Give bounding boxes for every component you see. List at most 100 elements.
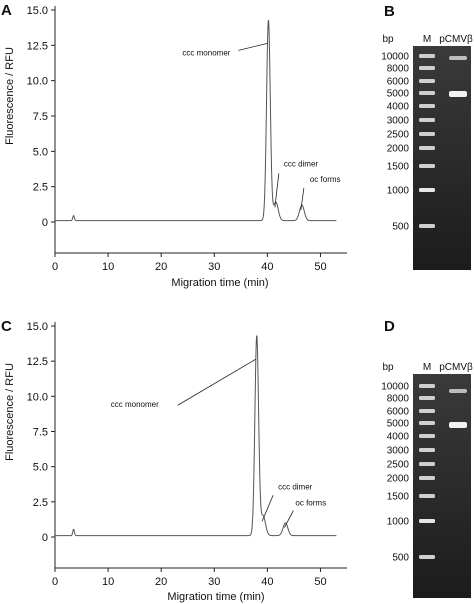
x-tick-label: 50 xyxy=(314,261,326,273)
x-tick-label: 20 xyxy=(155,576,167,588)
x-tick-label: 20 xyxy=(155,261,167,273)
ladder-label: 4000 xyxy=(387,432,410,443)
x-tick-label: 0 xyxy=(52,576,58,588)
annotations-a: ccc monomer ccc dimer oc forms xyxy=(182,42,341,211)
ladder-label: 10000 xyxy=(381,382,409,393)
ladder-band xyxy=(419,118,435,122)
ladder-label: 1500 xyxy=(387,162,410,173)
ladder-label: 5000 xyxy=(387,89,410,100)
ladder-label: 1000 xyxy=(387,517,410,528)
y-tick-label: 15.0 xyxy=(27,321,48,333)
trace-a xyxy=(55,19,337,222)
lane-sample-label-d: pCMVβ xyxy=(439,362,473,373)
ladder-label: 8000 xyxy=(387,394,410,405)
y-tick-label: 7.5 xyxy=(33,111,48,123)
trace-c xyxy=(55,335,337,537)
y-tick-label: 0 xyxy=(42,532,48,544)
gel-image-d xyxy=(413,374,471,598)
electropherogram-c: C Fluorescence / RFU Migration time (min… xyxy=(1,318,347,603)
panel-label-b: B xyxy=(384,3,395,20)
panel-label-d: D xyxy=(384,318,395,335)
ladder-bands-b xyxy=(419,54,435,228)
y-tick-label: 0 xyxy=(42,217,48,229)
peak-annotation: oc forms xyxy=(295,499,326,508)
ladder-band xyxy=(419,132,435,136)
ladder-label: 1500 xyxy=(387,492,410,503)
y-tick-label: 5.0 xyxy=(33,146,48,158)
ladder-label: 6000 xyxy=(387,77,410,88)
y-tick-label: 7.5 xyxy=(33,427,48,439)
y-axis-label-a: Fluorescence / RFU xyxy=(4,47,16,145)
lane-sample-label-b: pCMVβ xyxy=(439,34,473,45)
ladder-band xyxy=(419,146,435,150)
gel-image-b xyxy=(413,46,471,270)
x-tick-label: 10 xyxy=(102,576,114,588)
panel-label-c: C xyxy=(1,318,12,335)
ladder-band xyxy=(419,66,435,70)
ladder-label: 500 xyxy=(392,222,409,233)
x-tick-label: 40 xyxy=(261,576,273,588)
peak-annotation: ccc monomer xyxy=(111,400,159,409)
annotation-leader xyxy=(238,42,268,51)
ladder-label: 4000 xyxy=(387,102,410,113)
ladder-label: 2000 xyxy=(387,144,410,155)
ladder-band xyxy=(419,462,435,466)
ladder-label: 2000 xyxy=(387,474,410,485)
y-tick-label: 2.5 xyxy=(33,497,48,509)
y-tick-label: 10.0 xyxy=(27,76,48,88)
lane-marker-label-b: M xyxy=(423,34,431,45)
ladder-band xyxy=(419,519,435,523)
ladder-band xyxy=(419,494,435,498)
y-ticks-c: 0 2.5 5.0 7.5 10.0 12.5 15.0 xyxy=(27,321,55,544)
annotations-c: ccc monomer ccc dimer oc forms xyxy=(111,358,326,528)
x-ticks-c: 0 10 20 30 40 50 xyxy=(52,568,327,588)
ladder-label: 10000 xyxy=(381,52,409,63)
annotation-leader xyxy=(177,358,256,406)
ladder-bands-d xyxy=(419,384,435,559)
x-tick-label: 10 xyxy=(102,261,114,273)
ladder-label: 6000 xyxy=(387,407,410,418)
ladder-band xyxy=(419,54,435,58)
ladder-label: 1000 xyxy=(387,186,410,197)
annotation-leader xyxy=(284,510,294,528)
ladder-label: 3000 xyxy=(387,446,410,457)
y-tick-label: 15.0 xyxy=(27,5,48,17)
ladder-band xyxy=(419,188,435,192)
sample-bands-d xyxy=(449,389,467,428)
ladder-label: 5000 xyxy=(387,419,410,430)
ladder-band xyxy=(419,91,435,95)
ladder-band xyxy=(419,224,435,228)
gel-unit-d: bp xyxy=(382,362,394,373)
peak-annotation: ccc monomer xyxy=(182,48,230,57)
ladder-band xyxy=(419,555,435,559)
x-axis-label-a: Migration time (min) xyxy=(171,277,268,289)
annotation-leader xyxy=(274,173,280,208)
sample-bands-b xyxy=(449,56,467,97)
ladder-band xyxy=(419,164,435,168)
sample-band xyxy=(449,91,467,97)
ladder-band xyxy=(419,396,435,400)
ladder-band xyxy=(419,434,435,438)
ladder-band xyxy=(419,476,435,480)
ladder-band xyxy=(419,409,435,413)
ladder-label: 2500 xyxy=(387,460,410,471)
ladder-band xyxy=(419,421,435,425)
x-tick-label: 0 xyxy=(52,261,58,273)
electropherogram-a: A Fluorescence / RFU Migration time (min… xyxy=(1,2,347,289)
annotation-leader xyxy=(300,187,305,211)
y-tick-label: 2.5 xyxy=(33,182,48,194)
x-tick-label: 40 xyxy=(261,261,273,273)
sample-band xyxy=(449,389,467,393)
x-axis-label-c: Migration time (min) xyxy=(167,591,264,603)
y-ticks-a: 0 2.5 5.0 7.5 10.0 12.5 15.0 xyxy=(27,5,55,229)
ladder-label: 2500 xyxy=(387,130,410,141)
ladder-band xyxy=(419,448,435,452)
lane-marker-label-d: M xyxy=(423,362,431,373)
sample-band xyxy=(449,56,467,60)
peak-annotation: ccc dimer xyxy=(284,159,319,168)
peak-annotation: oc forms xyxy=(310,175,341,184)
